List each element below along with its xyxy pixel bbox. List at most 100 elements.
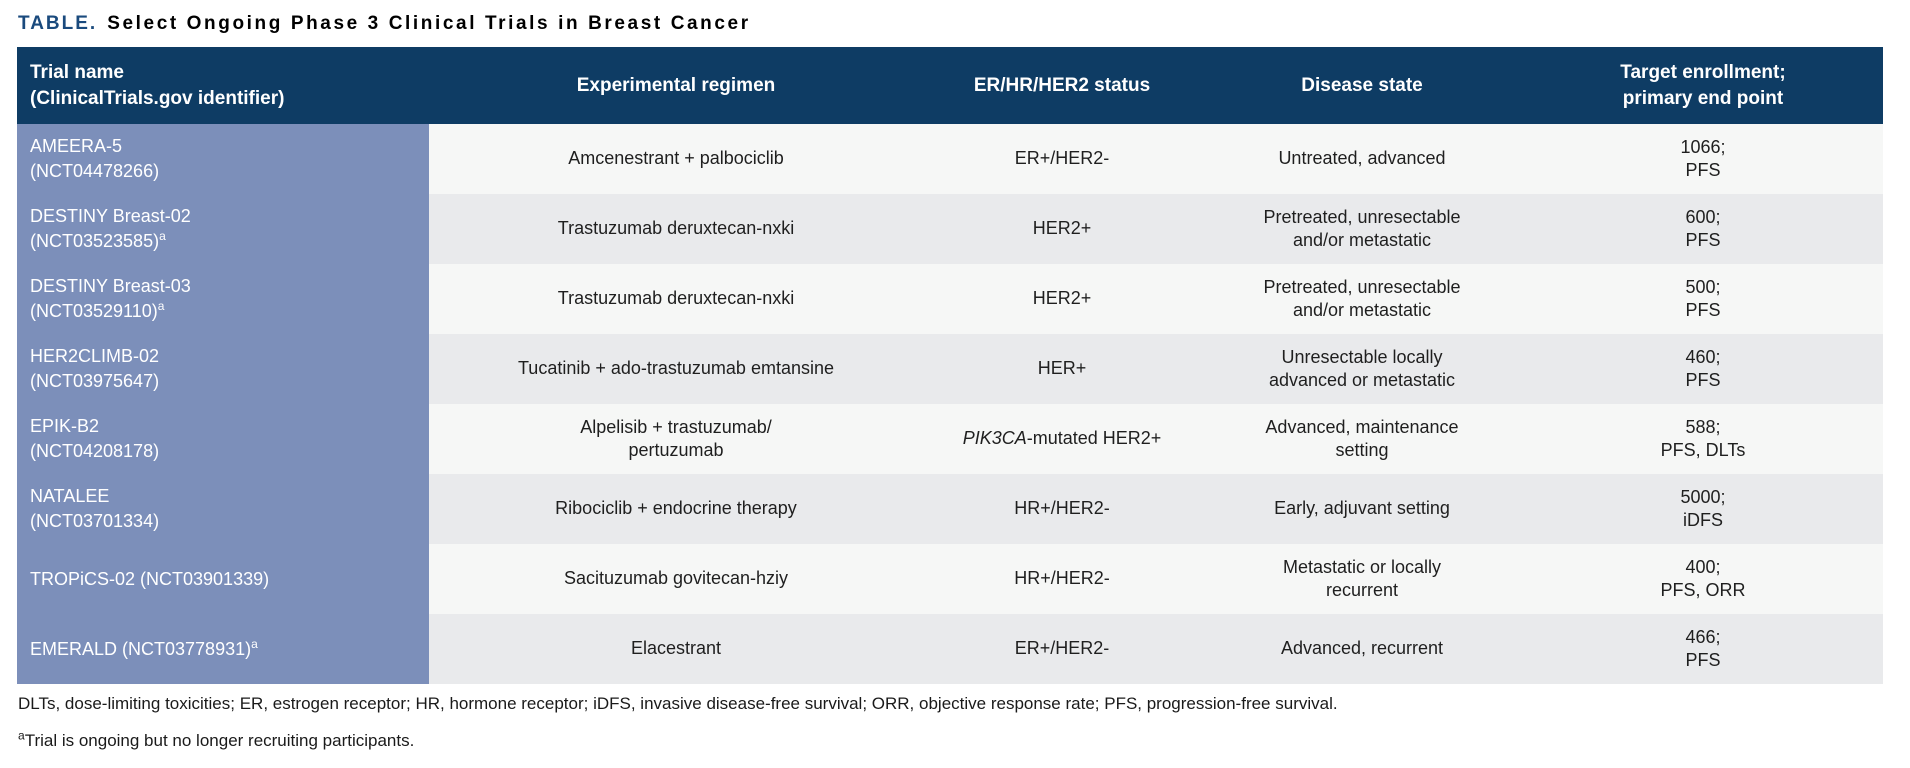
trial-name-line: AMEERA-5 [30, 134, 122, 159]
disease-state-cell: Untreated, advanced [1201, 124, 1523, 194]
column-header-regimen: Experimental regimen [429, 47, 923, 124]
disease-state-cell: Pretreated, unresectable and/or metastati… [1201, 264, 1523, 334]
trial-name-text: NATALEE [30, 486, 110, 507]
column-header-disease: Disease state [1201, 47, 1523, 124]
status-cell: PIK3CA-mutated HER2+ [923, 404, 1201, 474]
disease-state-cell-line: Advanced, maintenance [1265, 416, 1459, 437]
disease-state-cell-line: recurrent [1325, 580, 1399, 600]
regimen-cell-line: Ribociclib + endocrine therapy [555, 498, 797, 519]
table-body: AMEERA-5 (NCT04478266) Amcenestrant + palb… [17, 124, 1883, 684]
table-title-label: TABLE. [18, 13, 98, 34]
trial-name-text: AMEERA-5 [30, 136, 123, 157]
enrollment-cell-line: 5000; [1680, 486, 1726, 507]
regimen-cell-line: Alpelisib + trastuzumab/ [580, 416, 772, 437]
enrollment-cell: 460; PFS [1523, 334, 1883, 404]
enrollment-cell-line: PFS [1685, 300, 1721, 320]
status-cell: HR+/HER2- [923, 474, 1201, 544]
enrollment-cell-line: 460; [1685, 346, 1721, 367]
trial-name-cell: TROPiCS-02 (NCT03901339) [17, 544, 429, 614]
table-row: TROPiCS-02 (NCT03901339) Sacituzumab govi… [17, 544, 1883, 614]
table-title-text: Select Ongoing Phase 3 Clinical Trials i… [107, 13, 751, 34]
regimen-cell-line: pertuzumab [628, 440, 724, 460]
trial-name-line: TROPiCS-02 (NCT03901339) [30, 567, 269, 592]
regimen-cell: Elacestrant [429, 614, 923, 684]
trial-name-text: (NCT04208178) [30, 441, 160, 461]
trial-name-line: (NCT03701334) [30, 509, 159, 534]
enrollment-cell: 5000; iDFS [1523, 474, 1883, 544]
trial-name-line: DESTINY Breast-02 [30, 204, 191, 229]
status-text: HR+/HER2- [1014, 568, 1110, 589]
regimen-cell-line: Amcenestrant + palbociclib [568, 148, 784, 169]
disease-state-cell: Unresectable locally advanced or metastat… [1201, 334, 1523, 404]
status-line: HER+ [1038, 357, 1087, 380]
status-cell: HER2+ [923, 264, 1201, 334]
footnote-marker: a [18, 728, 25, 743]
enrollment-cell: 500; PFS [1523, 264, 1883, 334]
enrollment-cell-line: PFS, ORR [1660, 580, 1746, 600]
disease-state-cell: Advanced, recurrent [1201, 614, 1523, 684]
status-line: ER+/HER2- [1015, 637, 1110, 660]
trial-name-cell: AMEERA-5 (NCT04478266) [17, 124, 429, 194]
column-header-line: Experimental regimen [576, 74, 776, 96]
recruiting-footnote-text: Trial is ongoing but no longer recruitin… [24, 731, 415, 750]
regimen-cell-line: Tucatinib + ado-trastuzumab emtansine [517, 358, 834, 379]
enrollment-cell-line: PFS [1685, 160, 1721, 180]
trial-name-line: (NCT03529110)a [30, 299, 164, 324]
disease-state-cell-line: Metastatic or locally [1282, 556, 1442, 577]
trial-name-line: (NCT04208178) [30, 439, 159, 464]
trial-name-cell: DESTINY Breast-03 (NCT03529110)a [17, 264, 429, 334]
disease-state-cell: Pretreated, unresectable and/or metastati… [1201, 194, 1523, 264]
trial-name-text: EMERALD (NCT03778931) [30, 638, 252, 659]
regimen-cell-line: Elacestrant [630, 638, 722, 659]
status-text: HER2+ [1032, 218, 1092, 239]
enrollment-cell: 466; PFS [1523, 614, 1883, 684]
footnote-marker: a [159, 229, 166, 243]
regimen-cell-line: Trastuzumab deruxtecan-nxki [557, 218, 795, 239]
trial-name-text: EPIK-B2 [30, 416, 100, 437]
status-text: HER2+ [1032, 288, 1092, 309]
enrollment-cell-line: 466; [1685, 626, 1721, 647]
trial-name-cell: EPIK-B2 (NCT04208178) [17, 404, 429, 474]
disease-state-cell-line: and/or metastatic [1292, 300, 1432, 320]
disease-state-cell-line: and/or metastatic [1292, 230, 1432, 250]
status-line: HER2+ [1033, 287, 1092, 310]
disease-state-cell-line: Early, adjuvant setting [1274, 498, 1450, 519]
abbreviations-footnote: DLTs, dose-limiting toxicities; ER, estr… [18, 694, 1338, 713]
status-line: HER2+ [1033, 217, 1092, 240]
regimen-cell: Sacituzumab govitecan-hziy [429, 544, 923, 614]
disease-state-cell-line: Untreated, advanced [1278, 148, 1446, 169]
status-cell: HER2+ [923, 194, 1201, 264]
enrollment-cell-line: 500; [1685, 276, 1721, 297]
disease-state-cell: Advanced, maintenance setting [1201, 404, 1523, 474]
enrollment-cell-line: 600; [1685, 206, 1721, 227]
recruiting-footnote: aTrial is ongoing but no longer recruiti… [18, 728, 415, 751]
trial-name-text: HER2CLIMB-02 [30, 346, 160, 367]
table-row: AMEERA-5 (NCT04478266) Amcenestrant + palb… [17, 124, 1883, 194]
trial-name-text: TROPiCS-02 (NCT03901339) [30, 568, 270, 589]
status-line: HR+/HER2- [1014, 497, 1110, 520]
disease-state-cell-line: Unresectable locally [1281, 346, 1443, 367]
trial-name-cell: NATALEE (NCT03701334) [17, 474, 429, 544]
trial-name-cell: HER2CLIMB-02 (NCT03975647) [17, 334, 429, 404]
column-header-line: primary end point [1622, 87, 1784, 109]
trial-name-line: EPIK-B2 [30, 414, 99, 439]
enrollment-cell-line: PFS [1685, 650, 1721, 670]
footnote-marker: a [157, 299, 165, 313]
column-header-trial: Trial name (ClinicalTrials.gov identifier… [17, 47, 429, 124]
enrollment-cell: 588; PFS, DLTs [1523, 404, 1883, 474]
trial-name-text: (NCT03701334) [30, 511, 160, 531]
column-header-line: Target enrollment; [1620, 62, 1786, 84]
column-header-line: Trial name [30, 62, 124, 84]
regimen-cell: Tucatinib + ado-trastuzumab emtansine [429, 334, 923, 404]
status-text: HR+/HER2- [1014, 498, 1110, 519]
status-line: HR+/HER2- [1014, 567, 1110, 590]
column-header-status: ER/HR/HER2 status [923, 47, 1201, 124]
enrollment-cell-line: PFS [1685, 230, 1721, 250]
disease-state-cell-line: Pretreated, unresectable [1263, 206, 1461, 227]
status-text: ER+/HER2- [1014, 148, 1110, 169]
column-header-line: ER/HR/HER2 status [973, 74, 1151, 96]
enrollment-cell: 1066; PFS [1523, 124, 1883, 194]
disease-state-cell-line: advanced or metastatic [1268, 370, 1456, 390]
status-text: ER+/HER2- [1014, 638, 1110, 659]
clinical-trials-table: Trial name (ClinicalTrials.gov identifier… [17, 47, 1883, 684]
